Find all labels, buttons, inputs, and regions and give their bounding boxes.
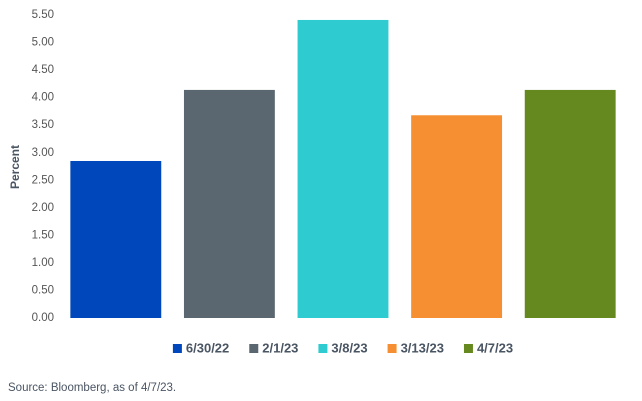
- y-tick-label: 0.00: [32, 312, 54, 324]
- bar: [183, 89, 275, 318]
- y-tick-label: 1.50: [32, 229, 54, 241]
- bar: [297, 19, 389, 318]
- y-tick-label: 2.00: [32, 202, 54, 214]
- y-tick-label: 4.50: [32, 64, 54, 76]
- legend-label: 6/30/22: [186, 340, 229, 355]
- legend-label: 3/13/23: [401, 340, 444, 355]
- y-tick-label: 5.50: [32, 9, 54, 21]
- y-tick-label: 5.00: [32, 37, 54, 49]
- y-tick-label: 3.00: [32, 147, 54, 159]
- legend-label: 3/8/23: [331, 340, 367, 355]
- legend-label: 4/7/23: [477, 340, 513, 355]
- legend-swatch: [463, 344, 473, 353]
- legend-swatch: [249, 344, 259, 353]
- legend-swatch: [387, 344, 397, 353]
- y-axis-label: Percent: [8, 145, 22, 189]
- source-note: Source: Bloomberg, as of 4/7/23.: [8, 382, 176, 394]
- y-tick-label: 3.50: [32, 119, 54, 131]
- y-tick-label: 1.00: [32, 257, 54, 269]
- bar: [411, 115, 503, 318]
- y-tick-label: 0.50: [32, 284, 54, 296]
- y-tick-label: 4.00: [32, 92, 54, 104]
- bar: [524, 89, 616, 318]
- y-tick-label: 2.50: [32, 174, 54, 186]
- bar: [70, 160, 162, 318]
- legend-swatch: [172, 344, 182, 353]
- legend-label: 2/1/23: [262, 340, 298, 355]
- legend-swatch: [318, 344, 328, 353]
